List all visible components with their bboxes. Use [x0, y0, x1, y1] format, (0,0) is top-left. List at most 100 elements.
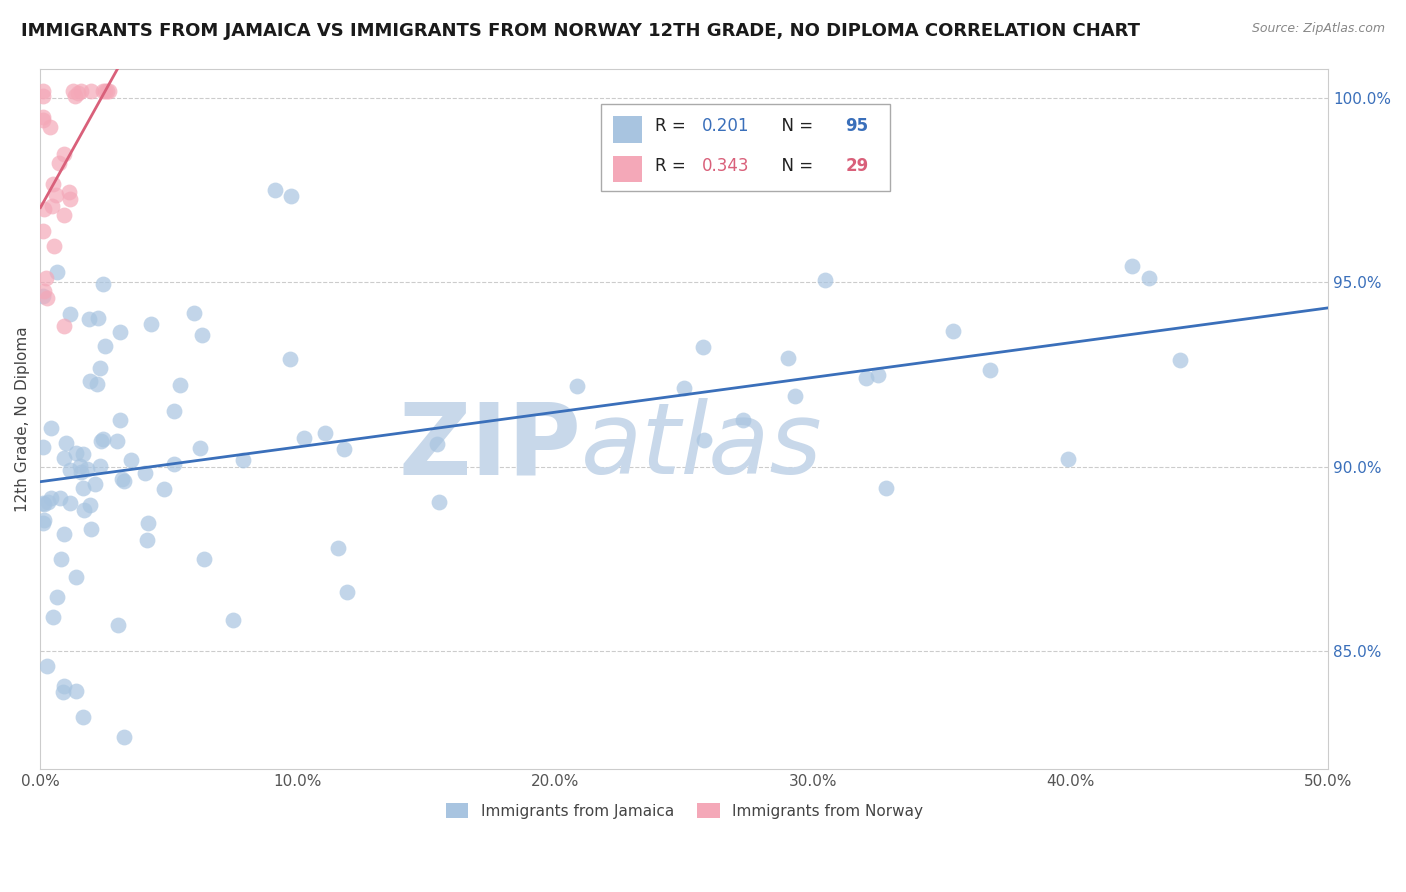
Point: [136, 516, 159, 531]
Point: [42, 610, 65, 624]
Y-axis label: 12th Grade, No Diploma: 12th Grade, No Diploma: [15, 326, 30, 512]
Point: [153, 482, 176, 496]
Point: [70, 84, 93, 98]
Point: [93, 339, 115, 353]
Legend: Immigrants from Jamaica, Immigrants from Norway: Immigrants from Jamaica, Immigrants from…: [440, 797, 929, 825]
Point: [41, 178, 63, 192]
Point: [69, 458, 91, 473]
Point: [65, 684, 87, 698]
Point: [59, 496, 82, 510]
Point: [41, 491, 63, 505]
Point: [79, 522, 101, 536]
Point: [32, 110, 55, 124]
Point: [868, 368, 890, 382]
Point: [429, 495, 451, 509]
Point: [139, 317, 162, 331]
Point: [45, 590, 67, 604]
Point: [280, 189, 302, 203]
Point: [65, 446, 87, 460]
Point: [733, 413, 755, 427]
Text: R =: R =: [655, 118, 690, 136]
Point: [941, 324, 963, 338]
Point: [35, 658, 58, 673]
Point: [91, 432, 114, 446]
Point: [59, 307, 82, 321]
Point: [62, 84, 84, 98]
Point: [53, 679, 76, 693]
Point: [108, 412, 131, 426]
Point: [855, 371, 877, 385]
Point: [65, 570, 87, 584]
Bar: [613, 156, 641, 182]
Point: [32, 288, 55, 302]
Point: [52, 685, 75, 699]
Point: [49, 552, 72, 566]
Point: [52, 147, 75, 161]
Point: [32, 112, 55, 127]
Point: [72, 481, 94, 495]
FancyBboxPatch shape: [600, 103, 890, 191]
Point: [67, 86, 90, 100]
Point: [814, 273, 837, 287]
Point: [34, 513, 56, 527]
Point: [112, 730, 135, 744]
Point: [72, 447, 94, 461]
Point: [49, 491, 72, 506]
Point: [232, 453, 254, 467]
Point: [59, 192, 82, 206]
Point: [163, 404, 186, 418]
Text: atlas: atlas: [581, 399, 823, 495]
Point: [89, 458, 111, 473]
Point: [264, 183, 287, 197]
Point: [89, 361, 111, 376]
Point: [107, 617, 129, 632]
Point: [32, 497, 55, 511]
Point: [326, 541, 349, 556]
Point: [91, 84, 114, 98]
Point: [1168, 352, 1191, 367]
Point: [58, 185, 80, 199]
Point: [1057, 451, 1080, 466]
Text: N =: N =: [770, 157, 818, 175]
Text: Source: ZipAtlas.com: Source: ZipAtlas.com: [1251, 22, 1385, 36]
Point: [35, 291, 58, 305]
Point: [426, 436, 449, 450]
Point: [673, 381, 696, 395]
Point: [46, 265, 69, 279]
Point: [94, 84, 117, 98]
Point: [35, 271, 58, 285]
Text: 29: 29: [845, 157, 869, 175]
Point: [875, 481, 897, 495]
Point: [292, 431, 315, 445]
Text: N =: N =: [770, 118, 818, 136]
Point: [63, 88, 86, 103]
Point: [32, 84, 55, 98]
Point: [38, 120, 60, 134]
Point: [52, 450, 75, 465]
Point: [32, 284, 55, 298]
Text: 95: 95: [845, 118, 869, 136]
Point: [120, 453, 142, 467]
Point: [41, 199, 63, 213]
Text: IMMIGRANTS FROM JAMAICA VS IMMIGRANTS FROM NORWAY 12TH GRADE, NO DIPLOMA CORRELA: IMMIGRANTS FROM JAMAICA VS IMMIGRANTS FR…: [21, 22, 1140, 40]
Point: [183, 306, 205, 320]
Point: [45, 187, 67, 202]
Point: [32, 516, 55, 531]
Point: [44, 239, 66, 253]
Point: [32, 440, 55, 454]
Text: 0.343: 0.343: [703, 157, 749, 175]
Point: [783, 389, 806, 403]
Point: [169, 377, 191, 392]
Point: [90, 434, 112, 449]
Point: [72, 710, 94, 724]
Point: [193, 552, 215, 566]
Point: [112, 474, 135, 488]
Point: [32, 224, 55, 238]
Point: [79, 84, 101, 98]
Point: [52, 318, 75, 333]
Point: [163, 457, 186, 471]
Text: R =: R =: [655, 157, 690, 175]
Point: [776, 351, 799, 366]
Point: [979, 362, 1001, 376]
Point: [70, 465, 93, 479]
